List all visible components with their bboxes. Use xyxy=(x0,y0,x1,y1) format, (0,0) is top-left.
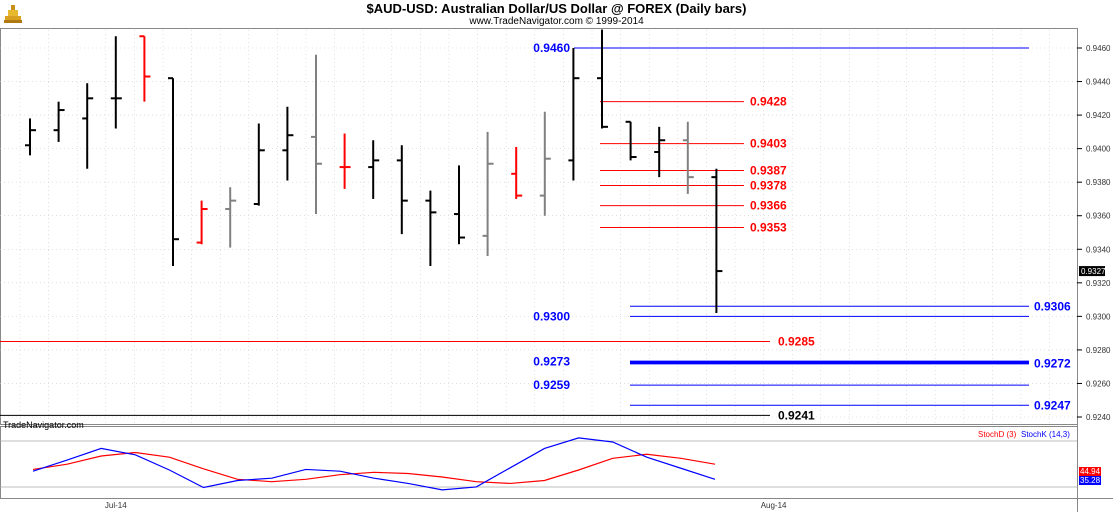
chart-grid xyxy=(0,30,1077,423)
ohlc-bar xyxy=(682,121,694,194)
y-tick-label: 0.9440 xyxy=(1086,78,1111,87)
stoch-line-0 xyxy=(32,451,716,485)
y-tick-label: 0.9320 xyxy=(1086,279,1111,288)
legend-stochk: StochK (14,3) xyxy=(1021,430,1070,439)
x-tick-label: Aug-14 xyxy=(761,501,787,510)
ohlc-bar xyxy=(396,145,408,235)
level-label: 0.9259 xyxy=(533,378,570,392)
level-label: 0.9353 xyxy=(750,220,787,234)
ohlc-bar xyxy=(196,200,208,245)
level-label: 0.9403 xyxy=(750,137,787,151)
ohlc-bar xyxy=(311,54,322,215)
level-label: 0.9272 xyxy=(1034,356,1071,370)
level-label: 0.9247 xyxy=(1034,398,1071,412)
chart-frame xyxy=(0,28,1113,512)
last-price-tag xyxy=(1079,266,1105,277)
x-axis: Jul-14 Aug-14 xyxy=(105,501,787,510)
stochd-value-tag xyxy=(1079,467,1101,476)
level-label: 0.9300 xyxy=(533,309,570,323)
ohlc-bar xyxy=(539,111,551,216)
ohlc-bar xyxy=(511,146,523,199)
y-tick-label: 0.9340 xyxy=(1086,245,1111,254)
price-levels: 0.9460 0.9428 0.9403 0.9387 0.9378 0.9366 0.93… xyxy=(0,41,1071,422)
y-tick-label: 0.9280 xyxy=(1086,346,1111,355)
y-tick-label: 0.9240 xyxy=(1086,413,1111,422)
y-tick-label: 0.9380 xyxy=(1086,178,1111,187)
stochd-value-label: 44.94 xyxy=(1080,467,1101,476)
ohlc-bar xyxy=(711,168,723,314)
ohlc-bar xyxy=(654,126,666,178)
level-label: 0.9285 xyxy=(778,335,815,349)
ohlc-bar xyxy=(253,123,265,206)
last-price-label: 0.9327 xyxy=(1081,267,1106,276)
ohlc-bar xyxy=(25,118,36,156)
ohlc-bar xyxy=(168,77,179,267)
ohlc-bar xyxy=(110,36,122,129)
y-tick-label: 0.9420 xyxy=(1086,111,1111,120)
ohlc-bars xyxy=(25,29,723,314)
level-label: 0.9378 xyxy=(750,179,787,193)
y-axis: 0.9240 0.9260 0.9280 0.9300 0.9320 0.9340 0.93… xyxy=(1077,44,1111,422)
y-tick-label: 0.9300 xyxy=(1086,312,1111,321)
chart-subtitle: www.TradeNavigator.com © 1999-2014 xyxy=(469,16,644,27)
level-label: 0.9241 xyxy=(778,408,815,422)
level-label: 0.9306 xyxy=(1034,299,1071,313)
stoch-line-1 xyxy=(32,437,716,491)
y-tick-label: 0.9460 xyxy=(1086,44,1111,53)
level-label: 0.9460 xyxy=(533,41,570,55)
level-label: 0.9428 xyxy=(750,95,787,109)
ohlc-bar xyxy=(568,48,580,181)
y-tick-label: 0.9260 xyxy=(1086,379,1111,388)
legend-stochd: StochD (3) xyxy=(978,430,1017,439)
ohlc-bar xyxy=(368,140,380,199)
ohlc-bar xyxy=(625,120,637,161)
ohlc-bar xyxy=(482,131,494,256)
ohlc-bar xyxy=(282,106,294,181)
ohlc-bar xyxy=(425,190,437,267)
stochk-value-label: 35.28 xyxy=(1080,476,1101,485)
stochk-value-tag xyxy=(1079,476,1101,485)
y-tick-label: 0.9360 xyxy=(1086,212,1111,221)
level-label: 0.9387 xyxy=(750,163,787,177)
ohlc-bar xyxy=(454,165,465,245)
ohlc-bar xyxy=(225,187,237,248)
chart-title: $AUD-USD: Australian Dollar/US Dollar @ … xyxy=(366,1,747,16)
watermark: TradeNavigator.com xyxy=(3,420,84,430)
stoch-panel-border xyxy=(0,426,1078,499)
ohlc-bar xyxy=(82,83,94,169)
navigator-logo-icon xyxy=(4,5,22,23)
level-label: 0.9273 xyxy=(533,355,570,369)
ohlc-bar xyxy=(53,101,65,142)
ohlc-bar xyxy=(139,35,151,102)
ohlc-bar xyxy=(597,29,608,129)
x-tick-label: Jul-14 xyxy=(105,501,127,510)
ohlc-bar xyxy=(339,133,351,189)
y-tick-label: 0.9400 xyxy=(1086,145,1111,154)
level-label: 0.9366 xyxy=(750,199,787,213)
chart-header: $AUD-USD: Australian Dollar/US Dollar @ … xyxy=(0,0,1113,30)
